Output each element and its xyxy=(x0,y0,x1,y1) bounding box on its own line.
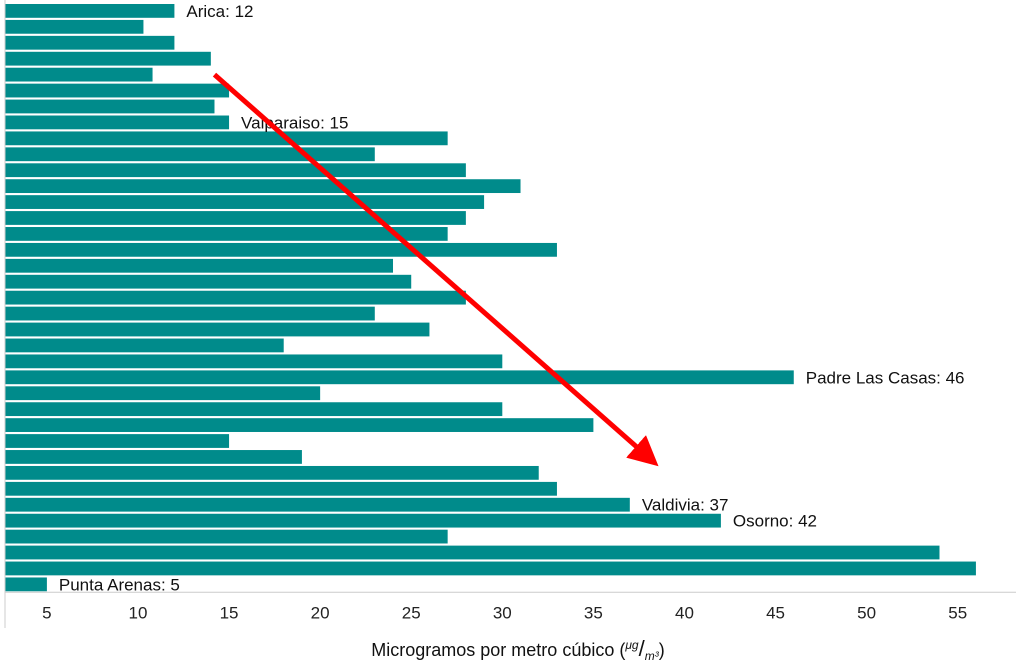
x-tick-label: 25 xyxy=(402,603,421,622)
bar xyxy=(5,83,230,98)
bar xyxy=(5,179,521,194)
data-labels: Arica: 12 Valparaiso: 15 Padre Las Casas: … xyxy=(59,2,965,594)
bar xyxy=(5,67,153,82)
data-label: Valparaiso: 15 xyxy=(241,113,348,132)
x-axis xyxy=(4,0,1016,628)
bar xyxy=(5,529,448,544)
x-tick-label: 15 xyxy=(220,603,239,622)
bar xyxy=(5,545,940,560)
x-axis-title-suffix: ) xyxy=(659,640,665,660)
x-axis-unit-numerator: μg xyxy=(624,638,639,652)
x-tick-label: 35 xyxy=(584,603,603,622)
bar xyxy=(5,306,375,321)
bar xyxy=(5,195,485,209)
bar xyxy=(5,4,175,18)
bar xyxy=(5,131,448,146)
x-axis-title: Microgramos por metro cúbico (μg/m³) xyxy=(371,636,664,663)
bar xyxy=(5,418,594,432)
bar xyxy=(5,274,412,289)
bar xyxy=(5,434,230,448)
bar xyxy=(5,258,394,273)
bar xyxy=(5,450,302,464)
bar xyxy=(5,370,794,385)
bar xyxy=(5,354,503,369)
x-tick-label: 40 xyxy=(675,603,694,622)
bar xyxy=(5,322,430,337)
x-tick-label: 45 xyxy=(766,603,785,622)
bar xyxy=(5,386,321,401)
x-axis-title-prefix: Microgramos por metro cúbico ( xyxy=(371,640,625,660)
bar xyxy=(5,465,539,480)
bar xyxy=(5,577,47,592)
x-tick-label: 10 xyxy=(129,603,148,622)
x-axis-unit-denominator: m³ xyxy=(645,649,660,663)
bar xyxy=(5,163,466,178)
data-label: Padre Las Casas: 46 xyxy=(806,368,965,387)
x-tick-label: 30 xyxy=(493,603,512,622)
data-label: Osorno: 42 xyxy=(733,512,817,531)
x-tick-label: 55 xyxy=(948,603,967,622)
bars-group xyxy=(5,4,976,592)
bar xyxy=(5,561,976,576)
bar xyxy=(5,338,284,353)
bar xyxy=(5,497,630,512)
bar xyxy=(5,51,211,66)
bar xyxy=(5,211,466,225)
bar xyxy=(5,242,557,257)
bar xyxy=(5,147,375,162)
bar xyxy=(5,99,215,114)
data-label: Arica: 12 xyxy=(186,2,253,21)
x-tick-label: 5 xyxy=(42,603,51,622)
bar xyxy=(5,35,175,50)
data-label: Punta Arenas: 5 xyxy=(59,575,180,594)
x-axis-unit-slash: / xyxy=(639,636,646,661)
bar xyxy=(5,290,466,305)
x-tick-label: 20 xyxy=(311,603,330,622)
x-tick-labels: 5 10 15 20 25 30 35 40 45 50 55 xyxy=(42,603,967,622)
bar xyxy=(5,19,144,34)
trend-arrow xyxy=(212,72,659,467)
bar xyxy=(5,513,721,528)
bar xyxy=(5,115,230,130)
bar xyxy=(5,481,557,496)
bar xyxy=(5,402,503,417)
bar xyxy=(5,227,448,241)
data-label: Valdivia: 37 xyxy=(642,496,729,515)
x-tick-label: 50 xyxy=(857,603,876,622)
